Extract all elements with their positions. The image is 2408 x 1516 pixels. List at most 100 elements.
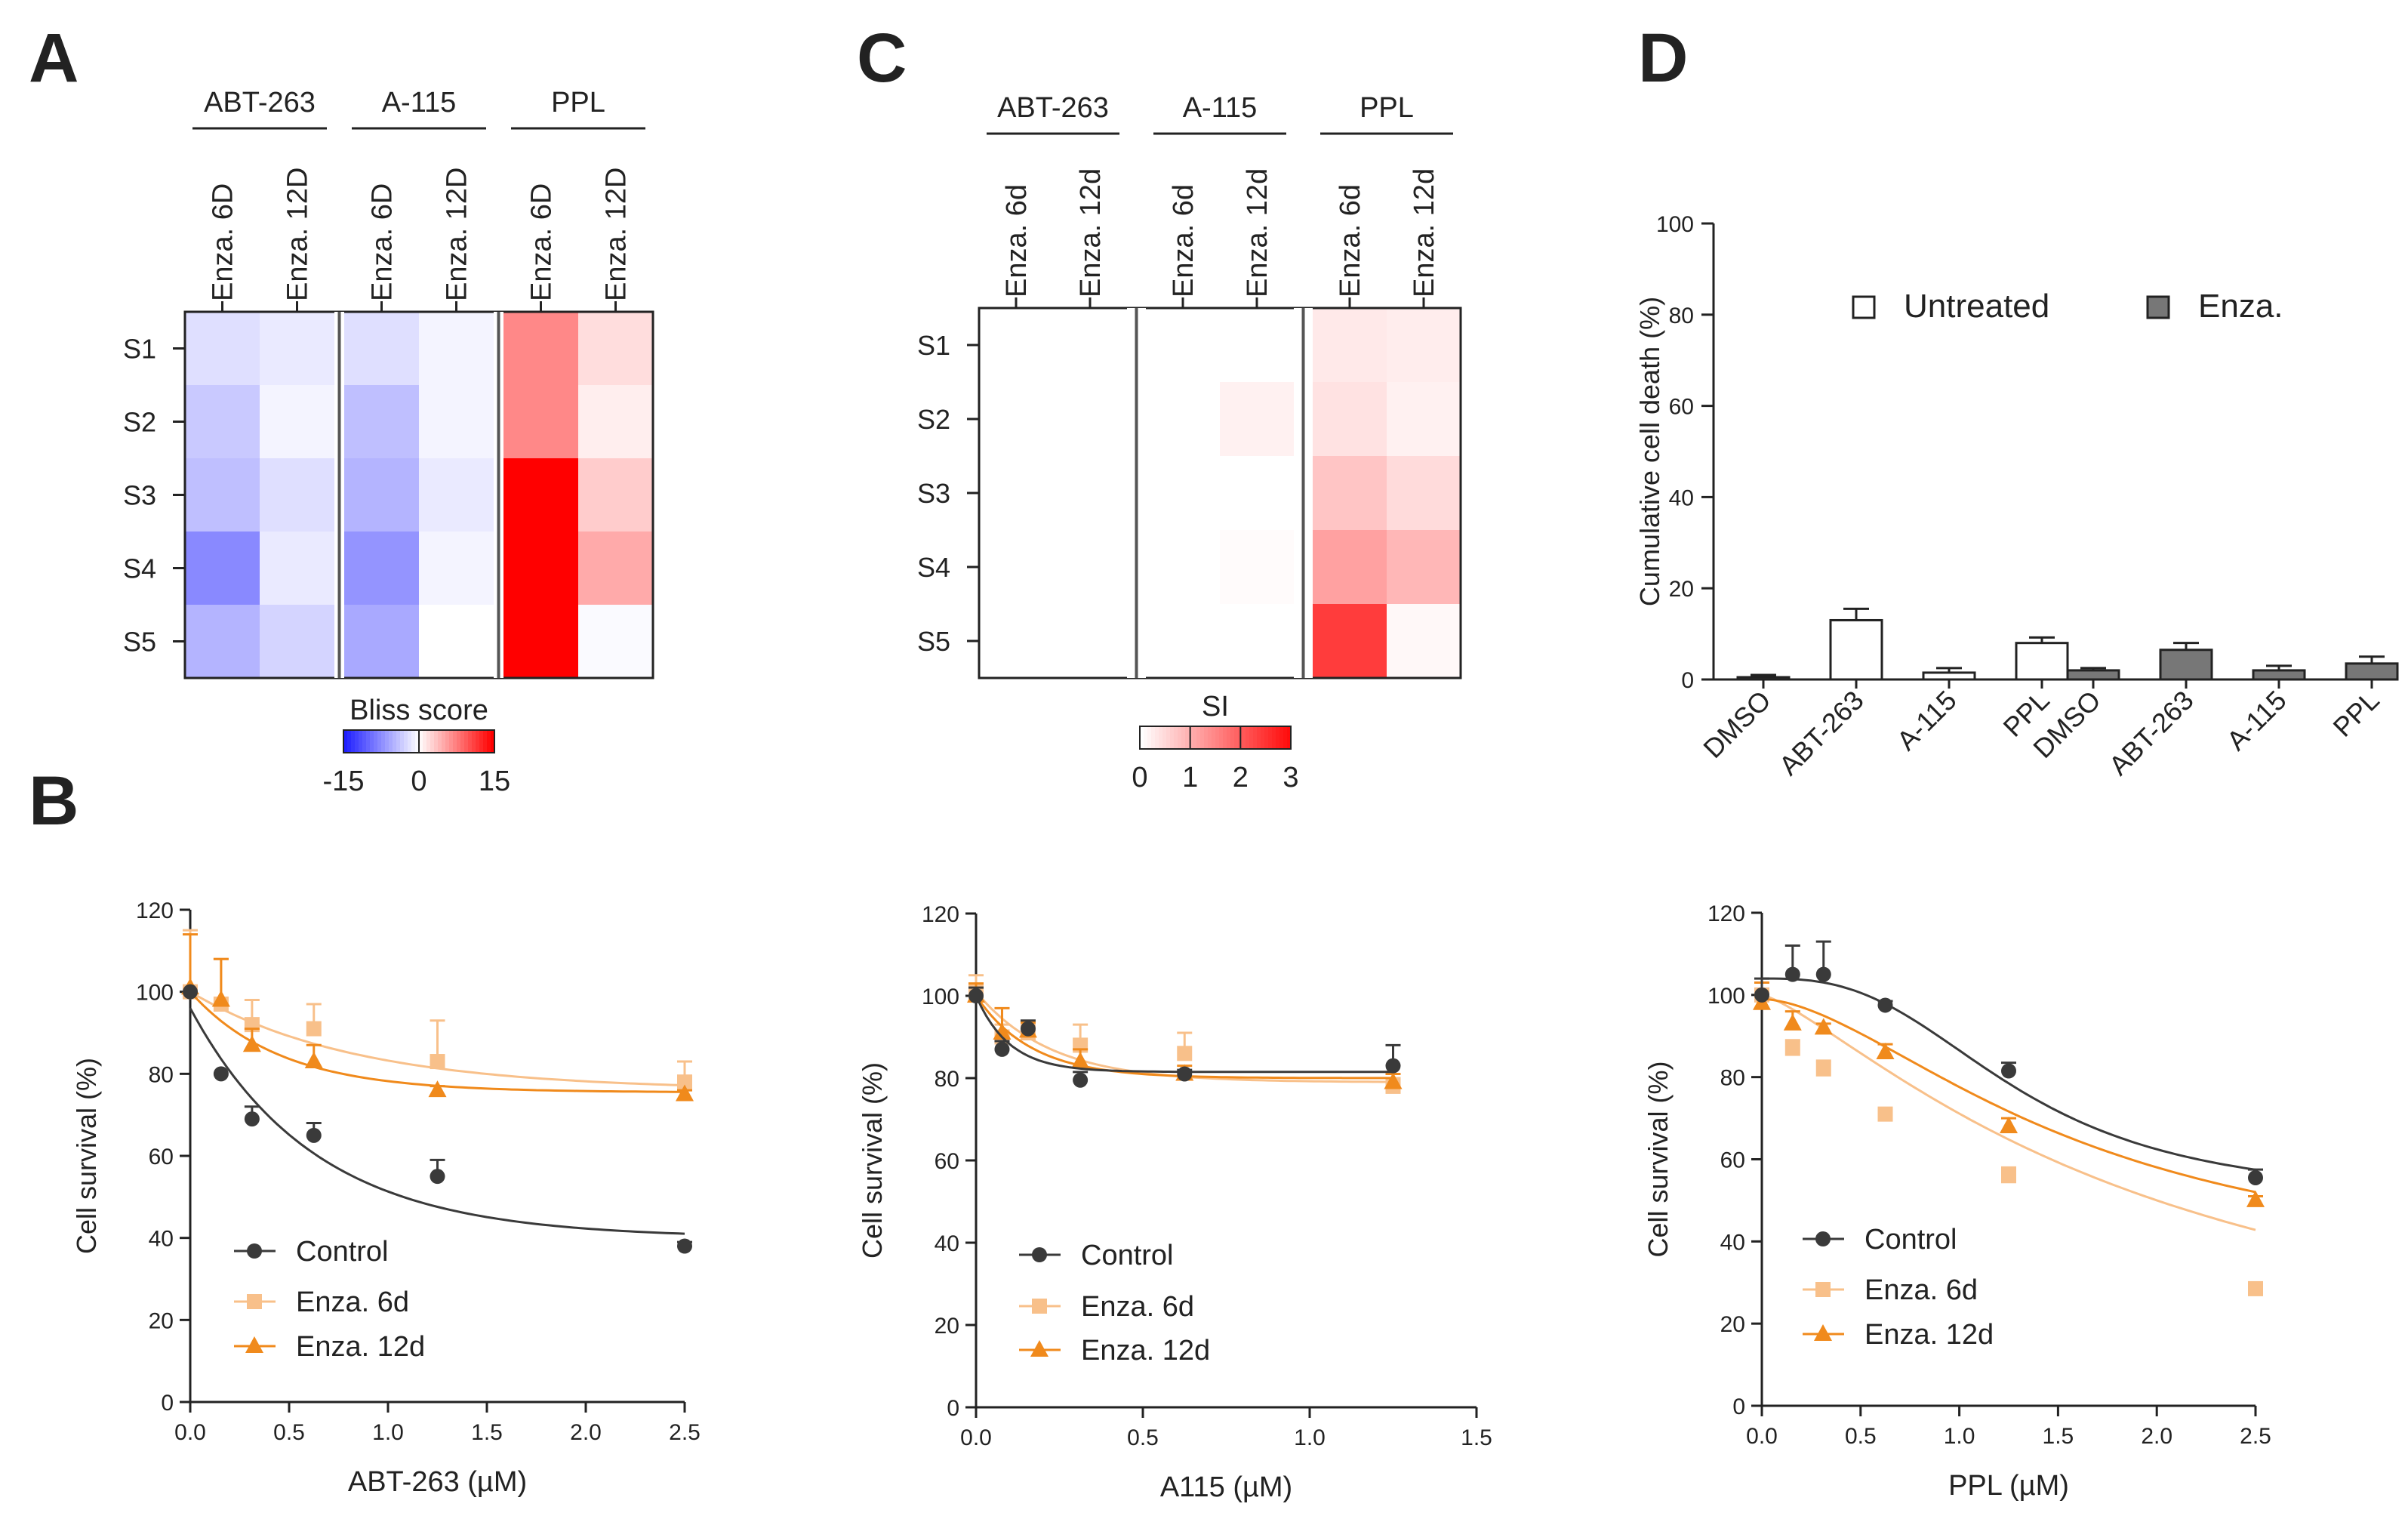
colorbar-segment: [1279, 726, 1284, 749]
colorbar-segment: [442, 730, 446, 753]
x-tick-label: 0.5: [273, 1420, 305, 1445]
colorbar-segment: [1178, 726, 1182, 749]
colorbar-segment: [366, 730, 371, 753]
heat-cell-r3-c6: [578, 458, 654, 532]
heat-cell-r5-c3: [1146, 604, 1221, 679]
legend-marker-2: [245, 1336, 263, 1353]
colorbar-segment: [1257, 726, 1261, 749]
colorbar-segment: [1223, 726, 1227, 749]
colorbar-segment: [430, 730, 435, 753]
heat-cell-r5-c6: [578, 605, 654, 679]
data-point-enza-6d: [2001, 1168, 2016, 1184]
heat-cell-r3-c5: [1313, 456, 1387, 531]
data-point-control: [2001, 1063, 2016, 1079]
fit-curve-enza-6d: [1761, 994, 2256, 1231]
y-tick-label: 120: [922, 902, 959, 927]
colorbar-segment: [404, 730, 408, 753]
heat-cell-r4-c1: [185, 532, 260, 605]
fit-curve-enza-12d: [1761, 997, 2256, 1194]
data-point-control: [244, 1111, 260, 1127]
heat-cell-r4-c6: [1387, 530, 1461, 605]
heat-cell-r1-c3: [1146, 308, 1221, 383]
colorbar-segment: [347, 730, 352, 753]
fit-curve-control: [189, 1007, 685, 1235]
y-tick-label: 80: [935, 1067, 959, 1092]
data-point-enza-6d: [430, 1054, 445, 1070]
colorbar-segment: [1144, 726, 1148, 749]
legend-label-untreated: Untreated: [1904, 288, 2049, 325]
colorbar-segment: [411, 730, 416, 753]
colorbar-tick-label: 1: [1182, 762, 1198, 793]
colorbar-segment: [1227, 726, 1231, 749]
colorbar-segment: [487, 730, 491, 753]
y-tick-label: 80: [149, 1062, 174, 1087]
data-point-control: [1877, 997, 1893, 1013]
heat-cell-r4-c6: [578, 532, 654, 605]
y-axis-title: Cell survival (%): [1643, 1061, 1674, 1257]
y-tick-label: 20: [1720, 1312, 1745, 1337]
data-point-enza-12d: [1071, 1052, 1090, 1069]
x-tick-label: 2.0: [2141, 1424, 2172, 1449]
colorbar-segment: [1212, 726, 1216, 749]
heat-cell-r1-c6: [1387, 308, 1461, 383]
legend-marker-1: [247, 1294, 262, 1309]
heat-cell-r3-c3: [1146, 456, 1221, 531]
row-label-S3: S3: [123, 480, 156, 511]
heat-cell-r5-c1: [185, 605, 260, 679]
colorbar-segment: [483, 730, 488, 753]
colorbar-segment: [343, 730, 348, 753]
data-point-enza-6d: [1784, 1040, 1800, 1056]
colorbar-segment: [491, 730, 495, 753]
heat-cell-r5-c5: [1313, 604, 1387, 679]
data-point-enza-6d: [306, 1021, 322, 1037]
heat-cell-r3-c4: [419, 458, 494, 532]
x-axis-title: A115 (µM): [1160, 1471, 1292, 1503]
column-label-1: Enza. 12d: [1075, 168, 1107, 297]
colorbar-segment: [445, 730, 450, 753]
data-point-enza-12d: [304, 1052, 323, 1069]
bar-chart-cell-death: 0 20 40 60 80 100 Cumulative cell death (%) DMS…: [1634, 212, 2399, 781]
colorbar-segment: [1208, 726, 1212, 749]
colorbar-segment: [1151, 726, 1156, 749]
heat-cell-r2-c3: [344, 385, 420, 459]
data-point-control: [1177, 1066, 1193, 1082]
x-tick-label: 1.5: [1461, 1425, 1492, 1450]
panel-label-d: D: [1638, 20, 1688, 97]
data-point-control: [1815, 966, 1831, 982]
y-tick-label: 40: [149, 1227, 174, 1252]
colorbar-segment: [1261, 726, 1265, 749]
x-tick-label: 0.0: [1746, 1424, 1778, 1449]
data-point-control: [430, 1169, 445, 1185]
y-tick-label: 20: [1669, 577, 1694, 602]
y-tick-label: 0: [1681, 668, 1694, 693]
heat-cell-r1-c4: [419, 312, 494, 386]
heat-cell-r5-c3: [344, 605, 420, 679]
line-chart-a115: 0 20 40 60 80 100 120 0.0 0.5 1.0 1.5 A115 (µM) Cell…: [857, 902, 1492, 1503]
y-axis-title: Cell survival (%): [71, 1058, 102, 1254]
data-point-control: [1073, 1072, 1089, 1088]
heat-cell-r4-c5: [503, 532, 579, 605]
heat-cell-r3-c6: [1387, 456, 1461, 531]
legend-swatch-enza: [2146, 295, 2170, 319]
x-tick-label: 2.5: [669, 1420, 701, 1445]
data-point-enza-12d: [1384, 1072, 1403, 1089]
row-label-S5: S5: [917, 626, 950, 657]
heat-cell-r1-c5: [1313, 308, 1387, 383]
column-label-5: Enza. 12d: [1409, 168, 1440, 297]
x-tick-label: 1.5: [2043, 1424, 2074, 1449]
colorbar-segment: [460, 730, 465, 753]
colorbar-segment: [415, 730, 420, 753]
data-point-enza-6d: [2248, 1280, 2263, 1296]
heat-cell-r2-c4: [419, 385, 494, 459]
x-axis-title: PPL (µM): [1948, 1470, 2069, 1502]
heatmap-frame: [183, 310, 654, 679]
heat-cell-r3-c4: [1220, 456, 1295, 531]
heat-cell-r2-c1: [979, 382, 1054, 457]
column-label-2: Enza. 6D: [367, 183, 399, 301]
line-chart-ppl: 0 20 40 60 80 100 120 0.0 0.5 1.0 1.5 2.0 2.5 PPL (µM…: [1643, 901, 2271, 1502]
heat-cell-r4-c2: [260, 532, 335, 605]
data-point-control: [213, 1066, 229, 1082]
heat-cell-r2-c4: [1220, 382, 1295, 457]
data-point-enza-12d: [1814, 1018, 1833, 1035]
group-label-0: ABT-263: [997, 92, 1109, 124]
